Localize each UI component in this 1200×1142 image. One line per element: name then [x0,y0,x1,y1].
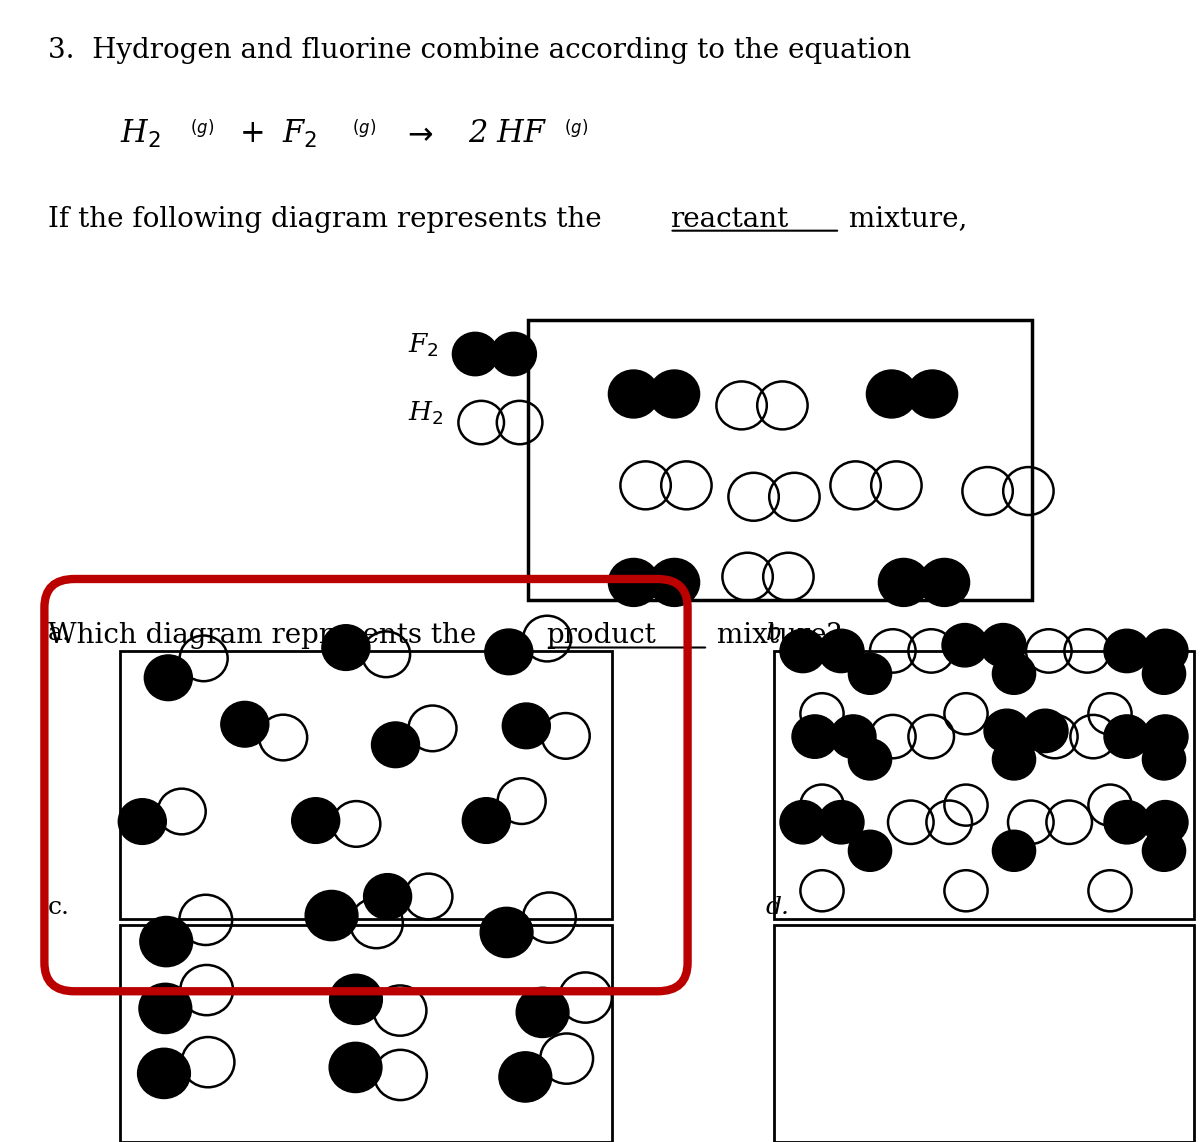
Circle shape [984,709,1030,753]
Text: H$_2$: H$_2$ [120,118,161,150]
Circle shape [792,715,838,758]
Circle shape [1142,801,1188,844]
Circle shape [330,974,383,1024]
Circle shape [1142,830,1186,871]
Text: $\rightarrow$: $\rightarrow$ [402,118,434,148]
Circle shape [1142,715,1188,758]
Circle shape [919,558,970,606]
Circle shape [848,653,892,694]
Text: c.: c. [48,896,70,919]
Bar [774,925,1194,1142]
Circle shape [1022,709,1068,753]
Circle shape [503,703,551,749]
Text: +: + [240,118,265,148]
Circle shape [907,370,958,418]
Text: mixture,: mixture, [840,206,967,233]
Text: F$_2$: F$_2$ [282,118,318,150]
Circle shape [780,629,826,673]
Circle shape [372,722,420,767]
Bar [774,651,1194,919]
Circle shape [608,558,659,606]
Text: 2 HF: 2 HF [468,118,545,148]
Circle shape [140,916,193,966]
Circle shape [848,830,892,871]
Text: mixture?: mixture? [708,622,841,650]
Circle shape [292,798,340,844]
Circle shape [992,830,1036,871]
Circle shape [480,907,533,957]
Circle shape [992,653,1036,694]
Bar [528,320,1032,600]
Circle shape [452,332,498,376]
Circle shape [649,370,700,418]
Circle shape [1142,629,1188,673]
Circle shape [878,558,929,606]
Circle shape [144,656,192,700]
Circle shape [780,801,826,844]
Circle shape [1104,629,1150,673]
Text: $_{(g)}$: $_{(g)}$ [190,118,214,140]
Text: If the following diagram represents the: If the following diagram represents the [48,206,611,233]
Circle shape [992,739,1036,780]
Circle shape [1104,715,1150,758]
Circle shape [608,370,659,418]
Text: 3.  Hydrogen and fluorine combine according to the equation: 3. Hydrogen and fluorine combine accordi… [48,37,911,64]
Circle shape [980,624,1026,667]
Circle shape [139,983,192,1034]
Circle shape [818,801,864,844]
Circle shape [649,558,700,606]
Circle shape [322,625,370,670]
Text: Which diagram represents the: Which diagram represents the [48,622,485,650]
Circle shape [221,701,269,747]
Circle shape [1142,653,1186,694]
Text: F$_2$: F$_2$ [408,331,439,359]
Text: product: product [546,622,655,650]
Circle shape [1142,739,1186,780]
Circle shape [499,1052,552,1102]
Circle shape [364,874,412,919]
Circle shape [305,891,358,941]
Circle shape [329,1043,382,1093]
Circle shape [848,739,892,780]
Text: b.: b. [766,622,790,645]
Text: $_{(g)}$: $_{(g)}$ [352,118,376,140]
Text: a.: a. [48,622,71,645]
Circle shape [119,798,167,844]
Text: d.: d. [766,896,790,919]
Circle shape [485,629,533,675]
Text: H$_2$: H$_2$ [408,400,444,427]
Circle shape [866,370,917,418]
Text: $_{(g)}$: $_{(g)}$ [564,118,588,140]
Bar [120,651,612,919]
Circle shape [942,624,988,667]
Circle shape [818,629,864,673]
Circle shape [516,987,569,1037]
Circle shape [138,1048,191,1099]
Circle shape [1104,801,1150,844]
Circle shape [830,715,876,758]
Bar [120,925,612,1142]
Text: reactant: reactant [670,206,788,233]
Circle shape [491,332,536,376]
Circle shape [462,798,510,843]
